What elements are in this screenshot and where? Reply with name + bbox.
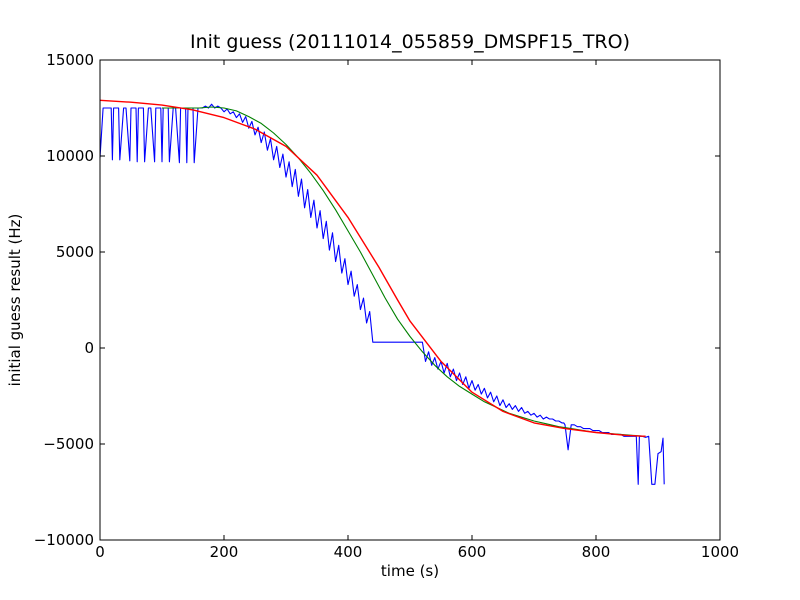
x-tick-label: 0: [95, 543, 105, 561]
x-tick-label: 800: [582, 543, 611, 561]
y-tick-label: −5000: [43, 435, 94, 453]
x-tick-label: 1000: [701, 543, 739, 561]
y-axis-label: initial guess result (Hz): [6, 214, 24, 387]
series-line-1: [162, 106, 646, 437]
plot-frame: [99, 59, 721, 541]
x-axis-label: time (s): [381, 562, 439, 580]
series-line-0: [99, 103, 665, 485]
y-tick-label: −10000: [34, 531, 94, 549]
y-tick-label: 10000: [46, 147, 94, 165]
ticks-layer: 0 200 400 600 800 1000 −10000 −5000 0 5000 10000 15…: [34, 51, 739, 561]
x-tick-label: 200: [210, 543, 239, 561]
chart-title: Init guess (20111014_055859_DMSPF15_TRO): [190, 31, 630, 53]
series-line-2: [99, 99, 646, 437]
y-tick-label: 0: [84, 339, 94, 357]
series-layer: [99, 99, 665, 485]
y-tick-label: 15000: [46, 51, 94, 69]
y-tick-label: 5000: [56, 243, 94, 261]
x-tick-label: 400: [334, 543, 363, 561]
x-tick-label: 600: [458, 543, 487, 561]
